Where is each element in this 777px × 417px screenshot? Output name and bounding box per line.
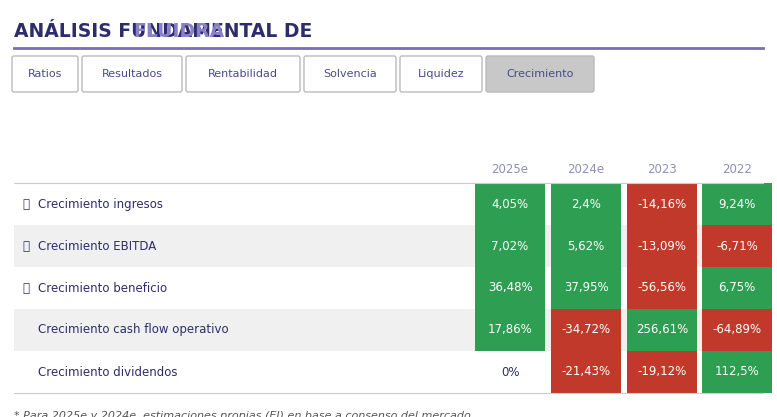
Bar	[475, 267, 545, 309]
Bar	[702, 267, 772, 309]
Text: 2022: 2022	[722, 163, 752, 176]
Bar	[627, 267, 697, 309]
Text: -64,89%: -64,89%	[713, 324, 761, 337]
Text: -21,43%: -21,43%	[562, 365, 611, 379]
Text: 37,95%: 37,95%	[563, 281, 608, 294]
Bar	[702, 183, 772, 225]
Text: Solvencia: Solvencia	[323, 69, 377, 79]
Bar	[551, 225, 621, 267]
FancyBboxPatch shape	[12, 56, 78, 92]
Text: -34,72%: -34,72%	[562, 324, 611, 337]
Text: 7,02%: 7,02%	[491, 239, 528, 253]
Text: 0%: 0%	[500, 365, 519, 379]
Text: Crecimiento: Crecimiento	[507, 69, 573, 79]
Bar	[702, 351, 772, 393]
Text: 2023: 2023	[647, 163, 677, 176]
Bar	[627, 225, 697, 267]
Text: 112,5%: 112,5%	[715, 365, 759, 379]
Text: 9,24%: 9,24%	[718, 198, 756, 211]
FancyBboxPatch shape	[82, 56, 182, 92]
Bar	[14, 351, 763, 393]
Bar	[702, 309, 772, 351]
Bar	[627, 351, 697, 393]
Bar	[14, 267, 763, 309]
Text: -19,12%: -19,12%	[637, 365, 687, 379]
Bar	[475, 225, 545, 267]
Text: Crecimiento cash flow operativo: Crecimiento cash flow operativo	[38, 324, 228, 337]
Text: ⓘ: ⓘ	[22, 239, 29, 253]
Text: 5,62%: 5,62%	[567, 239, 605, 253]
Text: FLUIDRA: FLUIDRA	[133, 22, 225, 41]
Bar	[702, 225, 772, 267]
Bar	[475, 183, 545, 225]
Text: Liquidez: Liquidez	[418, 69, 465, 79]
Text: -56,56%: -56,56%	[637, 281, 687, 294]
Text: * Para 2025e y 2024e, estimaciones propias (EI) en base a consenso del mercado.: * Para 2025e y 2024e, estimaciones propi…	[14, 411, 474, 417]
Text: -6,71%: -6,71%	[716, 239, 758, 253]
Bar	[551, 183, 621, 225]
Bar	[627, 183, 697, 225]
Text: Rentabilidad: Rentabilidad	[208, 69, 278, 79]
Text: 36,48%: 36,48%	[488, 281, 532, 294]
Text: 2024e: 2024e	[567, 163, 605, 176]
FancyBboxPatch shape	[186, 56, 300, 92]
FancyBboxPatch shape	[304, 56, 396, 92]
Bar	[551, 351, 621, 393]
FancyBboxPatch shape	[400, 56, 482, 92]
Text: 2,4%: 2,4%	[571, 198, 601, 211]
Bar	[551, 309, 621, 351]
Text: ANÁLISIS FUNDAMENTAL DE: ANÁLISIS FUNDAMENTAL DE	[14, 22, 319, 41]
Bar	[14, 183, 763, 225]
Text: Crecimiento dividendos: Crecimiento dividendos	[38, 365, 177, 379]
Text: ⓘ: ⓘ	[22, 281, 29, 294]
Text: Ratios: Ratios	[28, 69, 62, 79]
Text: -14,16%: -14,16%	[637, 198, 687, 211]
Text: Crecimiento ingresos: Crecimiento ingresos	[38, 198, 163, 211]
Text: 17,86%: 17,86%	[488, 324, 532, 337]
Text: 2025e: 2025e	[492, 163, 528, 176]
Text: ⓘ: ⓘ	[22, 198, 29, 211]
FancyBboxPatch shape	[486, 56, 594, 92]
Text: 4,05%: 4,05%	[491, 198, 528, 211]
Bar	[551, 267, 621, 309]
Text: 6,75%: 6,75%	[719, 281, 755, 294]
Bar	[14, 309, 763, 351]
Text: Crecimiento EBITDA: Crecimiento EBITDA	[38, 239, 156, 253]
Text: Crecimiento beneficio: Crecimiento beneficio	[38, 281, 167, 294]
Bar	[475, 309, 545, 351]
Text: 256,61%: 256,61%	[636, 324, 688, 337]
Bar	[627, 309, 697, 351]
Text: Resultados: Resultados	[102, 69, 162, 79]
Text: -13,09%: -13,09%	[637, 239, 687, 253]
Bar	[14, 225, 763, 267]
